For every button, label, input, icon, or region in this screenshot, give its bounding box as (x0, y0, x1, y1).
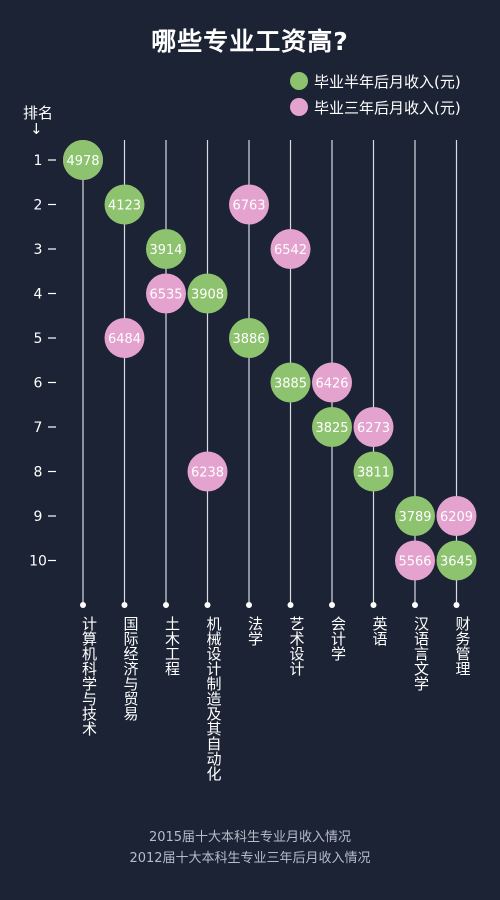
data-point-label: 6209 (440, 510, 473, 525)
data-point-label: 5566 (398, 555, 431, 570)
data-point-label: 3789 (398, 510, 431, 525)
data-point-label: 3885 (274, 377, 307, 392)
category-label: 英语 (371, 615, 389, 646)
data-point-bubble (436, 540, 477, 581)
footer-note-1: 2015届十大本科生专业月收入情况 (148, 830, 352, 845)
data-point-label: 3914 (149, 243, 182, 258)
data-point-label: 3811 (357, 466, 390, 481)
data-point-label: 6535 (149, 288, 182, 303)
category-label: 会计学 (329, 616, 347, 661)
data-point-label: 4978 (66, 154, 99, 169)
data-point-label: 6426 (315, 377, 348, 392)
data-point-bubble (104, 184, 145, 225)
rank-tick-label: 10 (29, 554, 47, 570)
rank-tick-label: 6 (34, 376, 43, 392)
rank-tick-label: 3 (34, 242, 43, 258)
rank-tick-label: 4 (34, 287, 43, 303)
column-guide-dot (121, 602, 128, 608)
data-point-bubble (229, 184, 269, 225)
category-label: 计算机科学与技术 (80, 616, 98, 736)
data-point-bubble (395, 496, 435, 536)
data-point-bubble (146, 229, 186, 269)
category-label: 汉语言文学 (412, 616, 430, 691)
rank-tick-label: 2 (34, 198, 43, 214)
legend-item-half-year: 毕业半年后月收入(元) (290, 68, 461, 94)
rank-tick-label: 1 (34, 153, 43, 169)
data-point-label: 3645 (440, 555, 473, 570)
data-point-label: 6238 (191, 466, 224, 481)
data-point-bubble (395, 540, 435, 581)
data-point-bubble (436, 496, 477, 536)
chart-title: 哪些专业工资高? (151, 27, 349, 56)
data-point-bubble (63, 140, 103, 180)
data-point-bubble (187, 451, 228, 492)
category-label: 国际经济与贸易 (122, 616, 140, 721)
data-point-label: 4123 (108, 199, 141, 214)
data-point-bubble (353, 407, 394, 447)
column-guide-dot (163, 602, 169, 608)
legend: 毕业半年后月收入(元) 毕业三年后月收入(元) (290, 68, 461, 120)
data-point-bubble (270, 362, 311, 403)
legend-item-three-year: 毕业三年后月收入(元) (290, 94, 461, 120)
column-guide-dot (80, 602, 86, 608)
data-point-label: 6273 (357, 421, 390, 436)
data-point-bubble (353, 451, 394, 492)
category-label: 机械设计制造及其自动化 (205, 616, 223, 781)
column-guide-dot (329, 602, 335, 608)
legend-label-half-year: 毕业半年后月收入(元) (314, 72, 461, 91)
rank-arrow-icon: ↓ (30, 120, 43, 138)
column-guide-dot (204, 602, 211, 608)
data-point-label: 3908 (191, 288, 224, 303)
category-label: 土木工程 (163, 616, 181, 676)
data-point-bubble (229, 318, 269, 358)
data-point-bubble (312, 407, 352, 447)
rank-tick-label: 9 (34, 509, 43, 525)
data-point-label: 6484 (108, 332, 141, 347)
column-guide-dot (246, 602, 252, 608)
column-guide-dot (370, 602, 377, 608)
data-point-bubble (104, 318, 145, 358)
rank-tick-label: 8 (34, 465, 43, 481)
data-point-label: 3886 (232, 332, 265, 347)
data-point-bubble (312, 362, 352, 403)
data-point-bubble (270, 229, 311, 269)
rank-axis-label: 排名 (22, 104, 53, 122)
data-point-bubble (146, 273, 186, 314)
footer-note-2: 2012届十大本科生专业三年后月收入情况 (129, 851, 371, 866)
rank-tick-label: 5 (34, 331, 43, 347)
category-label: 艺术设计 (288, 616, 306, 676)
rank-tick-label: 7 (34, 420, 43, 436)
data-point-bubble (187, 273, 228, 314)
column-guide-dot (412, 602, 418, 608)
column-guide-dot (287, 602, 294, 608)
legend-swatch-pink (290, 98, 308, 116)
category-label: 法学 (246, 616, 264, 646)
legend-label-three-year: 毕业三年后月收入(元) (314, 98, 461, 117)
category-label: 财务管理 (454, 616, 472, 676)
data-point-label: 6542 (274, 243, 307, 258)
legend-swatch-green (290, 72, 308, 90)
data-point-label: 3825 (315, 421, 348, 436)
column-guide-dot (453, 602, 460, 608)
data-point-label: 6763 (232, 199, 265, 214)
